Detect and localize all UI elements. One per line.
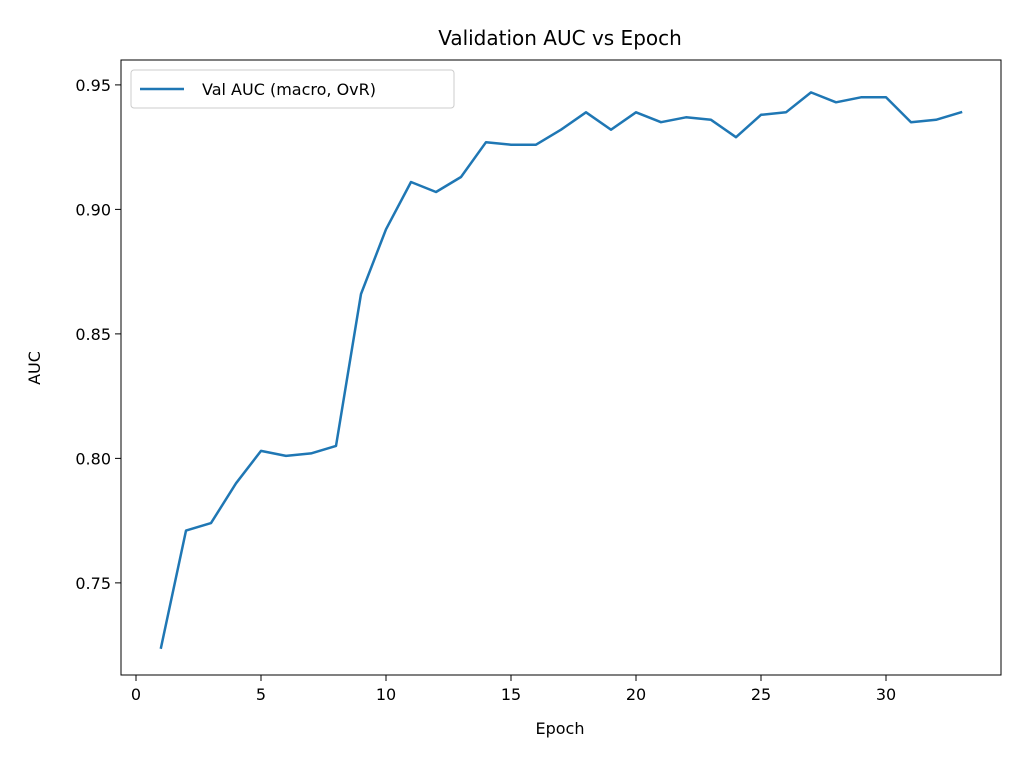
x-tick-label: 25 bbox=[751, 685, 771, 704]
series-line-1 bbox=[159, 91, 963, 650]
x-tick-label: 20 bbox=[626, 685, 646, 704]
legend: Val AUC (macro, OvR) bbox=[130, 69, 455, 109]
y-axis-label: AUC bbox=[25, 351, 44, 385]
y-tick-label: 0.75 bbox=[75, 574, 111, 593]
x-axis: 0 5 10 15 20 25 30 bbox=[131, 675, 896, 704]
x-axis-label: Epoch bbox=[536, 719, 585, 738]
y-tick-label: 0.90 bbox=[75, 200, 111, 219]
y-tick-label: 0.80 bbox=[75, 449, 111, 468]
y-tick-label: 0.95 bbox=[75, 76, 111, 95]
x-tick-label: 10 bbox=[376, 685, 396, 704]
y-tick-label: 0.85 bbox=[75, 325, 111, 344]
x-tick-label: 15 bbox=[501, 685, 521, 704]
plot-area bbox=[159, 91, 963, 650]
y-axis: 0.75 0.80 0.85 0.90 0.95 bbox=[75, 76, 121, 593]
x-tick-label: 5 bbox=[256, 685, 266, 704]
chart-title: Validation AUC vs Epoch bbox=[438, 26, 682, 50]
legend-label-series-1: Val AUC (macro, OvR) bbox=[202, 80, 376, 99]
x-tick-label: 30 bbox=[876, 685, 896, 704]
x-tick-label: 0 bbox=[131, 685, 141, 704]
axes-frame bbox=[120, 59, 1002, 676]
legend-box bbox=[130, 69, 455, 109]
